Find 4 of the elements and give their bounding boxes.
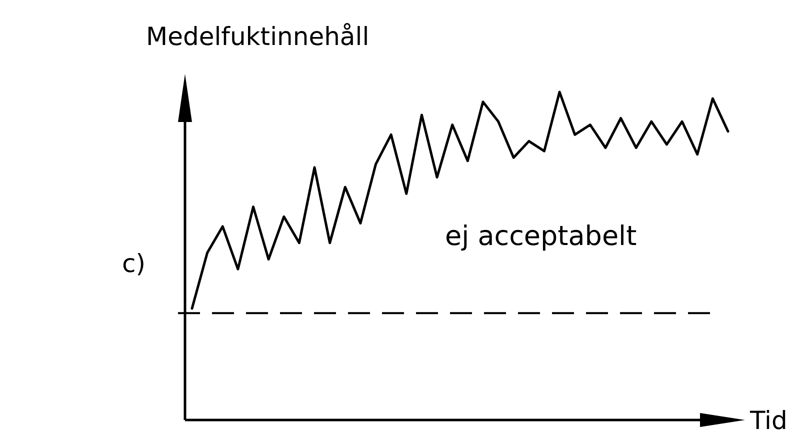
x-axis-title: Tid bbox=[749, 406, 788, 435]
y-axis-title: Medelfuktinnehåll bbox=[146, 22, 370, 51]
annotation: ej acceptabelt bbox=[445, 221, 637, 252]
text: c) bbox=[122, 249, 146, 278]
